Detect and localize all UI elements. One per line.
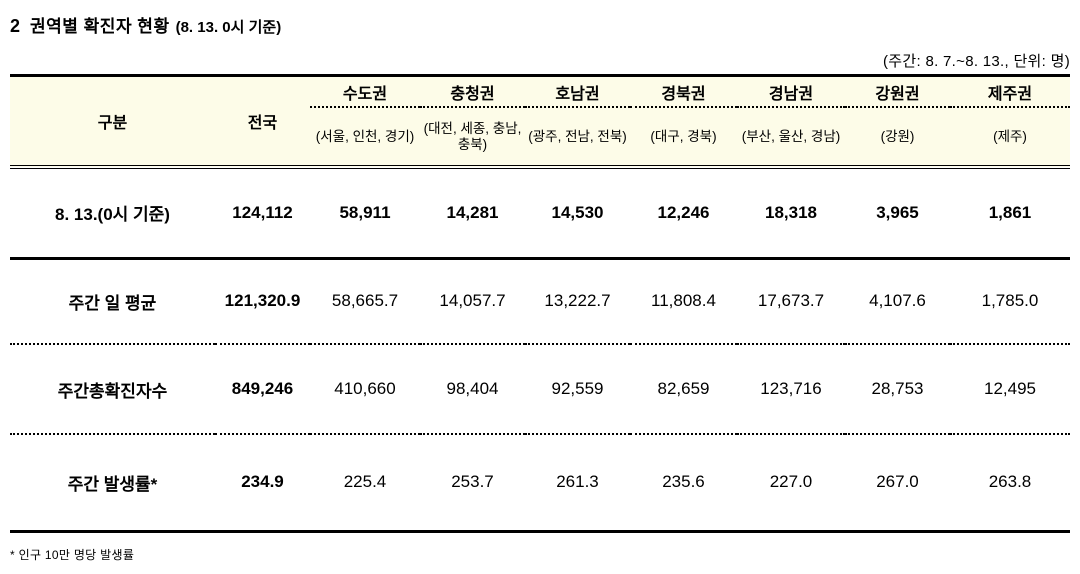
- value-cell: 98,404: [446, 379, 499, 398]
- value-cell: 1,785.0: [981, 291, 1039, 311]
- row-label: 주간 발생률*: [67, 474, 158, 494]
- col-header-region-gangwon: 강원권 (강원): [845, 75, 950, 169]
- col-header-category: 구분: [10, 75, 215, 169]
- value-cell: 28,753: [871, 379, 924, 398]
- value-cell: 13,222.7: [544, 291, 611, 311]
- table-row-weekly-incidence-rate: 주간 발생률* 234.9 225.4 253.7 261.3 235.6 22…: [10, 434, 1070, 531]
- value-cell: 261.3: [556, 472, 599, 492]
- row-label: 8. 13.(0시 기준): [55, 205, 170, 225]
- value-cell: 123,716: [760, 379, 822, 398]
- value-cell: 58,911: [339, 202, 391, 222]
- value-cell: 3,965: [876, 202, 919, 222]
- value-cell: 849,246: [231, 379, 294, 398]
- col-header-region-jeju: 제주권 (제주): [950, 75, 1070, 169]
- col-header-region-gyeongnam: 경남권 (부산, 울산, 경남): [737, 75, 845, 169]
- value-cell: 234.9: [241, 472, 284, 492]
- page-title: 2 권역별 확진자 현황 (8. 13. 0시 기준): [10, 12, 1070, 37]
- table-footnote: * 인구 10만 명당 발생률: [10, 547, 135, 562]
- section-title: 권역별 확진자 현황: [30, 17, 170, 36]
- value-cell: 11,808.4: [651, 291, 716, 311]
- value-cell: 267.0: [876, 472, 919, 492]
- value-cell: 82,659: [657, 379, 710, 398]
- table-row-daily-count: 8. 13.(0시 기준) 124,112 58,911 14,281 14,5…: [10, 167, 1070, 258]
- row-label: 주간총확진자수: [57, 381, 168, 401]
- col-header-region-honam: 호남권 (광주, 전남, 전북): [525, 75, 630, 169]
- value-cell: 92,559: [551, 379, 604, 398]
- row-label: 주간 일 평균: [68, 293, 157, 313]
- table-caption-right: (주간: 8. 7.~8. 13., 단위: 명): [883, 53, 1070, 70]
- value-cell: 121,320.9: [224, 291, 301, 311]
- col-header-region-chungcheong: 충청권 (대전, 세종, 충남, 충북): [420, 75, 525, 169]
- table-row-weekly-daily-average: 주간 일 평균 121,320.9 58,665.7 14,057.7 13,2…: [10, 258, 1070, 344]
- value-cell: 253.7: [451, 472, 494, 492]
- value-cell: 58,665.7: [331, 291, 399, 311]
- value-cell: 18,318: [765, 202, 817, 222]
- section-title-date: (8. 13. 0시 기준): [175, 19, 282, 36]
- region-confirmed-cases-table: 구분 전국 수도권 (서울, 인천, 경기) 충청권 (대전, 세종, 충남, …: [10, 74, 1070, 533]
- value-cell: 124,112: [232, 202, 293, 222]
- value-cell: 17,673.7: [757, 291, 825, 311]
- table-header-row: 구분 전국 수도권 (서울, 인천, 경기) 충청권 (대전, 세종, 충남, …: [10, 75, 1070, 169]
- section-number: 2: [10, 16, 21, 36]
- col-header-national: 전국: [215, 75, 310, 169]
- value-cell: 225.4: [343, 472, 387, 492]
- value-cell: 235.6: [662, 472, 705, 492]
- value-cell: 410,660: [334, 379, 396, 398]
- value-cell: 1,861: [988, 202, 1032, 222]
- value-cell: 263.8: [988, 472, 1032, 492]
- col-header-region-sudogwon: 수도권 (서울, 인천, 경기): [310, 75, 420, 169]
- value-cell: 14,281: [446, 202, 499, 222]
- table-row-weekly-total: 주간총확진자수 849,246 410,660 98,404 92,559 82…: [10, 344, 1070, 434]
- col-header-region-gyeongbuk: 경북권 (대구, 경북): [630, 75, 737, 169]
- value-cell: 227.0: [769, 472, 813, 492]
- value-cell: 12,495: [984, 379, 1036, 398]
- value-cell: 12,246: [657, 202, 710, 222]
- value-cell: 14,057.7: [439, 291, 506, 311]
- value-cell: 14,530: [551, 202, 604, 222]
- value-cell: 4,107.6: [869, 291, 926, 311]
